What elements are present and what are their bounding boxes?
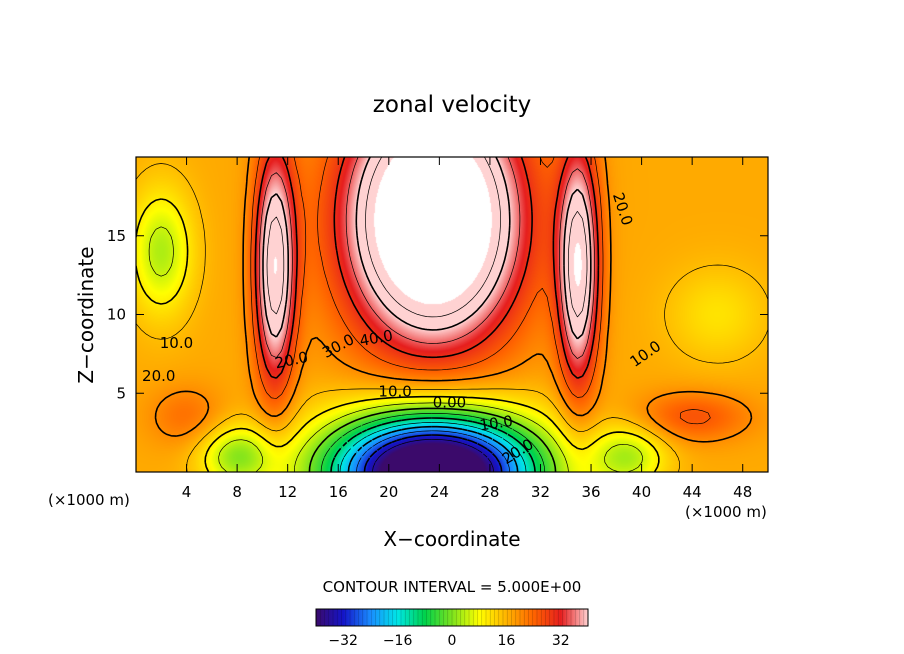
contour-label-text: 40.0 [358, 326, 394, 350]
contour-line-45 [266, 157, 588, 318]
x-tick-label: 32 [531, 483, 550, 501]
contour-label: 40.0 [358, 326, 394, 350]
x-tick-label: 36 [581, 483, 600, 501]
velocity-field [136, 157, 768, 472]
y-tick-label: 5 [116, 384, 126, 402]
contour-label: 0.00 [433, 394, 466, 412]
x-axis: 4 8 12 16 20 24 28 32 36 40 44 48 [182, 157, 752, 501]
x-tick-label: 44 [683, 483, 702, 501]
colorbar-stripes [319, 609, 585, 626]
colorbar-tick-label: 16 [497, 633, 515, 649]
x-tick-label: 40 [632, 483, 651, 501]
x-tick-label: 8 [232, 483, 242, 501]
x-unit-left: (×1000 m) [48, 491, 130, 509]
contour-label: 10.0 [478, 412, 514, 434]
contour-line-neg35 [372, 438, 495, 472]
colorbar-tick-label: −16 [383, 633, 413, 649]
colorbar-frame [315, 608, 589, 627]
colorbar-tick-label: 0 [448, 633, 457, 649]
y-tick-label: 15 [107, 227, 126, 245]
contour-line-25 [250, 157, 711, 425]
contour-label: 10.0 [160, 334, 193, 352]
y-axis-label: Z−coordinate [74, 246, 98, 383]
x-tick-label: 28 [480, 483, 499, 501]
x-tick-label: 12 [278, 483, 297, 501]
colorbar: −32 −16 0 16 32 [315, 608, 589, 649]
contour-line-neg15 [339, 422, 527, 472]
colorbar-gradient [316, 609, 588, 626]
x-tick-label: 16 [329, 483, 348, 501]
y-axis: 5 10 15 [107, 227, 768, 402]
contour-line-35 [258, 157, 595, 359]
colorbar-tick-label: −32 [328, 633, 358, 649]
x-tick-label: 4 [182, 483, 192, 501]
x-tick-label: 24 [430, 483, 449, 501]
y-tick-label: 10 [107, 306, 126, 324]
x-unit-right: (×1000 m) [685, 503, 767, 521]
contour-line-5 [148, 226, 644, 472]
contour-label-text: 20.0 [142, 367, 175, 385]
contour-label-text: 10.0 [160, 334, 193, 352]
contour-line-20 [154, 157, 753, 443]
contour-line-neg25 [356, 430, 511, 472]
chart-title: zonal velocity [373, 92, 531, 118]
contour-line-neg20 [347, 425, 519, 472]
contour-line-neg5 [320, 413, 546, 472]
contour-label-text: 0.00 [433, 394, 466, 412]
x-tick-label: 20 [379, 483, 398, 501]
colorbar-tick-label: 32 [552, 633, 570, 649]
contour-label: 20.0 [142, 367, 175, 385]
x-axis-label: X−coordinate [383, 527, 520, 551]
contour-label-text: 10.0 [378, 383, 411, 401]
contour-line-0 [308, 407, 557, 472]
contour-interval-text: CONTOUR INTERVAL = 5.000E+00 [323, 578, 582, 596]
contour-line-neg30 [363, 434, 503, 472]
colorbar-ticks: −32 −16 0 16 32 [328, 633, 569, 649]
contour-line-neg10 [330, 417, 536, 472]
contour-line-40 [262, 157, 592, 340]
contour-line-10 [136, 198, 660, 472]
plot-area: 10.020.020.0 30.0 40.010.00.0010.020.020.0… [136, 157, 768, 472]
x-tick-label: 48 [733, 483, 752, 501]
contour-label-text: 10.0 [478, 412, 514, 434]
contour-line-30 [254, 157, 600, 379]
contour-label: 10.0 [378, 383, 411, 401]
contour-lines [136, 157, 768, 472]
